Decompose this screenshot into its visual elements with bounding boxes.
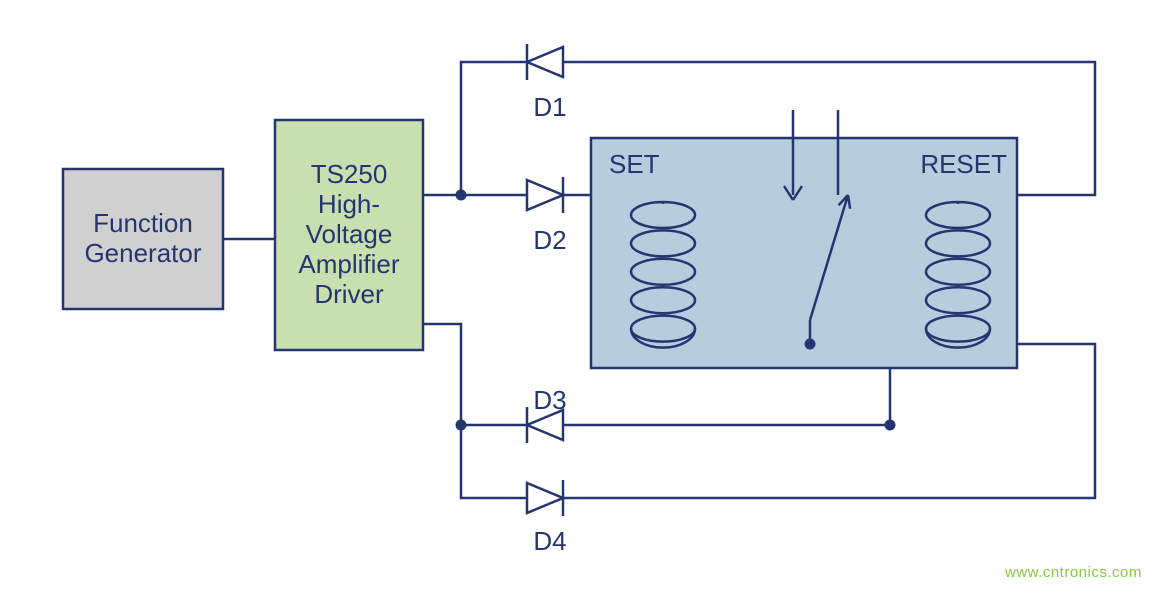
diode-d3-label: D3 bbox=[530, 386, 570, 416]
reset-label: RESET bbox=[907, 150, 1007, 180]
diode-d4-label: D4 bbox=[530, 527, 570, 557]
function-generator-label: Function Generator bbox=[63, 169, 223, 309]
diode-d2-label: D2 bbox=[530, 226, 570, 256]
set-label: SET bbox=[609, 150, 689, 180]
diode-d2 bbox=[512, 177, 578, 213]
diode-d1-label: D1 bbox=[530, 93, 570, 123]
diagram-canvas: Function Generator TS250 High- Voltage A… bbox=[0, 0, 1169, 596]
diode-d4 bbox=[512, 480, 578, 516]
ts250-label: TS250 High- Voltage Amplifier Driver bbox=[275, 120, 423, 350]
watermark: www.cntronics.com bbox=[1005, 564, 1142, 581]
diode-d1 bbox=[512, 44, 578, 80]
